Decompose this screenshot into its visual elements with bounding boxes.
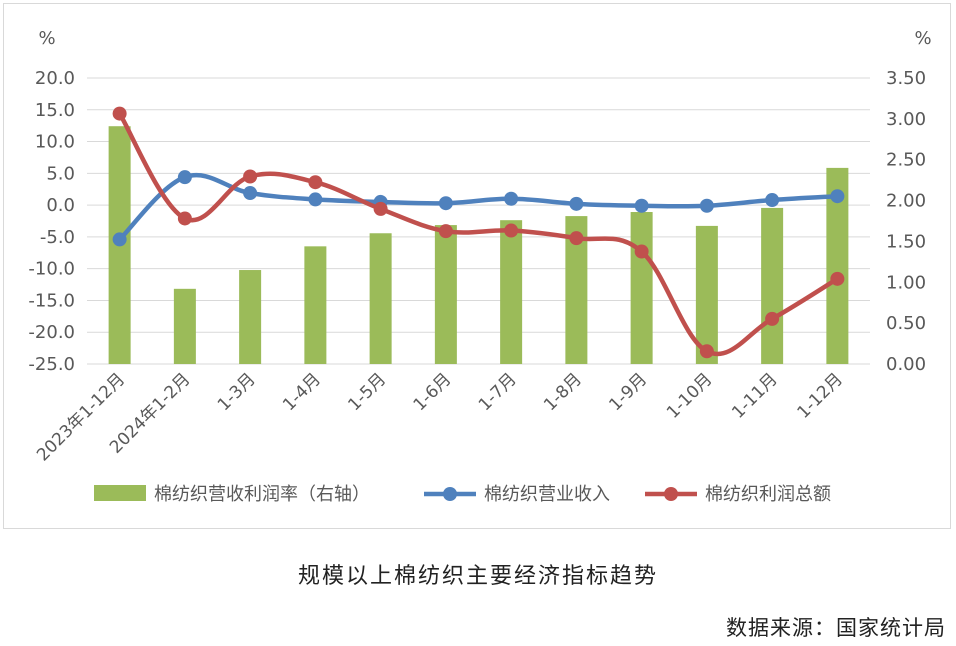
legend-swatch-marker xyxy=(443,487,457,501)
category-label: 1-11月 xyxy=(728,369,781,422)
legend-swatch-marker xyxy=(664,487,678,501)
bar xyxy=(761,207,784,364)
series-point xyxy=(308,192,323,207)
series-point xyxy=(699,344,714,359)
series-point xyxy=(765,311,780,326)
chart-caption: 规模以上棉纺织主要经济指标趋势 xyxy=(297,564,658,589)
series-point xyxy=(699,198,714,213)
category-label: 1-10月 xyxy=(663,369,716,422)
series-point xyxy=(438,196,453,211)
legend-label: 棉纺织营收利润率（右轴） xyxy=(154,484,370,505)
series-point xyxy=(634,198,649,213)
category-label: 1-8月 xyxy=(540,369,586,415)
series-point xyxy=(765,193,780,208)
series-point xyxy=(634,244,649,259)
category-label: 1-7月 xyxy=(475,369,521,415)
right-tick-label: 0.00 xyxy=(886,354,926,375)
left-tick-label: -10.0 xyxy=(28,259,75,280)
bar xyxy=(695,225,718,364)
right-tick-label: 2.00 xyxy=(886,191,926,212)
left-tick-label: -15.0 xyxy=(28,290,75,311)
left-tick-label: 15.0 xyxy=(35,100,75,121)
right-axis-unit: % xyxy=(914,28,931,49)
data-source: 数据来源：国家统计局 xyxy=(726,616,946,640)
series-point xyxy=(569,196,584,211)
series-point xyxy=(438,224,453,239)
bar xyxy=(630,212,653,364)
right-tick-label: 3.00 xyxy=(886,109,926,130)
series-point xyxy=(112,232,127,247)
legend-swatch-bar xyxy=(94,485,146,501)
bar xyxy=(500,220,523,364)
series-point xyxy=(504,191,519,206)
legend-label: 棉纺织营业收入 xyxy=(484,484,610,505)
left-axis-unit: % xyxy=(38,28,55,49)
series-point xyxy=(243,186,258,201)
category-label: 1-6月 xyxy=(410,369,456,415)
left-tick-label: -5.0 xyxy=(40,227,75,248)
bar xyxy=(239,270,262,364)
bar xyxy=(173,288,196,364)
bar xyxy=(434,225,457,364)
bar xyxy=(565,216,588,364)
legend-label: 棉纺织利润总额 xyxy=(705,484,831,505)
series-point xyxy=(373,201,388,216)
series-line xyxy=(117,112,839,357)
category-label: 1-9月 xyxy=(605,369,651,415)
right-tick-label: 1.50 xyxy=(886,231,926,252)
category-label: 1-3月 xyxy=(214,369,260,415)
right-tick-label: 3.50 xyxy=(886,68,926,89)
series-point xyxy=(177,211,192,226)
series-point xyxy=(569,231,584,246)
chart-frame: 20.0 15.0 10.0 5.0 0.0 -5.0 -10.0 -15.0 -20.0 -25… xyxy=(3,3,951,529)
right-tick-label: 1.00 xyxy=(886,272,926,293)
series-point xyxy=(830,189,845,204)
category-label: 1-12月 xyxy=(793,369,846,422)
right-tick-label: 0.50 xyxy=(886,313,926,334)
left-tick-label: 10.0 xyxy=(35,132,75,153)
category-label: 1-4月 xyxy=(279,369,325,415)
series-point xyxy=(112,106,127,121)
left-tick-label: -25.0 xyxy=(28,354,75,375)
bar xyxy=(826,167,849,364)
series-point xyxy=(830,271,845,286)
series-point xyxy=(504,223,519,238)
bar xyxy=(304,246,327,364)
series-point xyxy=(308,175,323,190)
right-tick-label: 2.50 xyxy=(886,150,926,171)
left-tick-label: -20.0 xyxy=(28,322,75,343)
category-label: 1-5月 xyxy=(344,369,390,415)
series-point xyxy=(243,169,258,184)
left-tick-label: 5.0 xyxy=(46,163,75,184)
left-tick-label: 20.0 xyxy=(35,68,75,89)
bar xyxy=(369,233,392,364)
combo-chart: 20.0 15.0 10.0 5.0 0.0 -5.0 -10.0 -15.0 -20.0 -25… xyxy=(28,28,931,505)
series-point xyxy=(177,170,192,185)
left-tick-label: 0.0 xyxy=(46,195,75,216)
